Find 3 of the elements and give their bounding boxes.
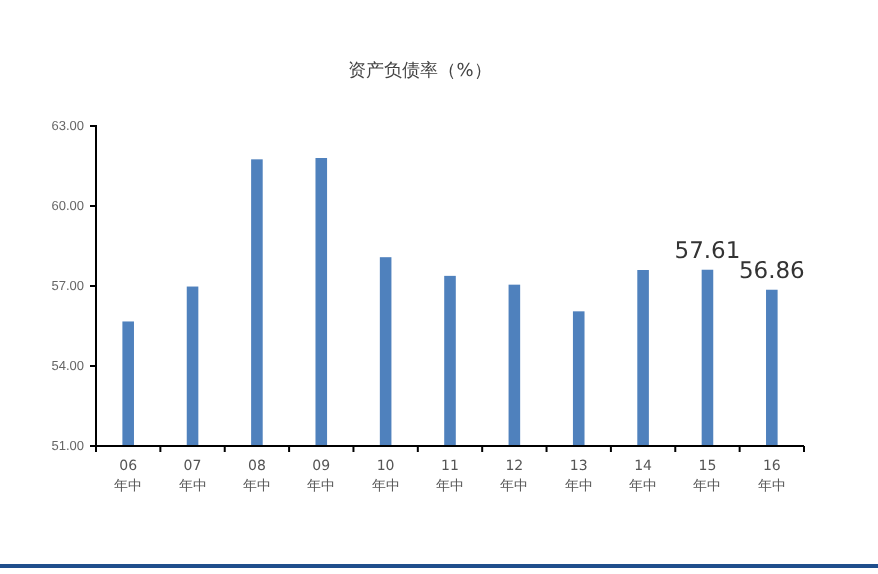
data-label: 56.86 [738, 255, 805, 284]
chart-title: 资产负债率（%） [348, 60, 492, 82]
data-label: 57.61 [674, 235, 741, 264]
